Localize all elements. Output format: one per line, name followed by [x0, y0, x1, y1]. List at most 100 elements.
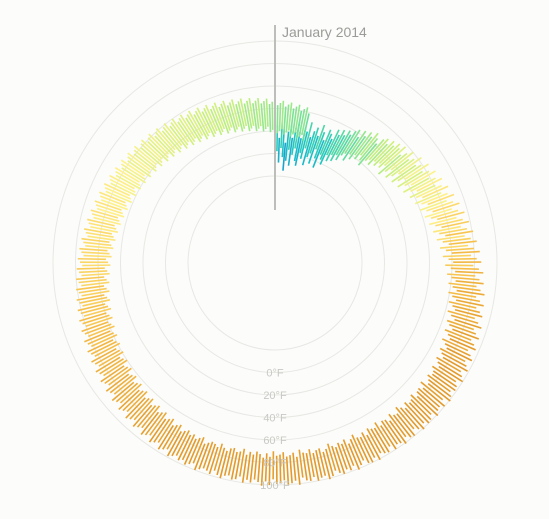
day-temperature-bar [427, 378, 452, 398]
day-temperature-bar [85, 316, 113, 328]
day-temperature-bar [444, 329, 472, 341]
day-temperature-bar [133, 153, 157, 172]
day-temperature-bar [451, 250, 480, 254]
day-temperature-bar [388, 413, 407, 438]
day-temperature-bar [431, 373, 456, 392]
day-temperature-bar [357, 143, 378, 166]
day-temperature-bar [79, 312, 107, 322]
day-temperature-bar [334, 446, 346, 475]
day-temperature-bar [90, 225, 119, 233]
day-temperature-bar [226, 105, 237, 133]
day-temperature-bar [201, 111, 216, 138]
day-temperature-bar [441, 338, 469, 352]
day-temperature-bar [227, 447, 236, 476]
day-temperature-bar [82, 314, 110, 325]
day-temperature-bar [99, 191, 126, 204]
day-temperature-bar [140, 139, 163, 160]
day-temperature-bar [216, 447, 226, 476]
day-temperature-bar [81, 251, 110, 255]
day-temperature-bar [185, 117, 202, 143]
day-temperature-bar [298, 449, 304, 478]
day-temperature-bar [194, 110, 210, 137]
day-temperature-bar [237, 101, 246, 129]
day-temperature-bar [220, 103, 231, 131]
day-temperature-bar [301, 136, 312, 166]
day-temperature-bar [335, 134, 352, 161]
day-temperature-bar [441, 352, 467, 368]
day-temperature-bar [192, 437, 205, 464]
day-temperature-bar [430, 209, 459, 219]
day-temperature-bar [104, 186, 132, 200]
day-temperature-bar [202, 441, 214, 469]
day-temperature-bar [257, 98, 262, 127]
day-temperature-bar [409, 184, 436, 199]
day-temperature-bar [213, 443, 224, 471]
day-temperature-bar [277, 137, 281, 163]
day-temperature-bar [103, 359, 128, 377]
day-temperature-bar [87, 235, 116, 241]
day-temperature-bar [312, 140, 325, 168]
day-temperature-bar [248, 97, 255, 127]
day-temperature-bar [307, 135, 319, 164]
day-temperature-bar [155, 131, 176, 154]
day-temperature-bar [419, 199, 447, 211]
day-temperature-bar [90, 334, 118, 348]
day-temperature-bar [358, 137, 379, 161]
day-temperature-bar [295, 456, 301, 485]
ring-label: 20°F [263, 390, 287, 402]
day-temperature-bar [305, 453, 312, 482]
day-temperature-bar [243, 103, 251, 132]
day-temperature-bar [342, 136, 360, 161]
day-temperature-bar [76, 276, 105, 281]
day-temperature-bar [373, 145, 395, 167]
day-temperature-bar [349, 130, 367, 155]
day-temperature-bar [170, 122, 189, 146]
day-temperature-bar [133, 149, 157, 169]
day-temperature-bar [441, 220, 470, 229]
day-temperature-bar [203, 107, 217, 135]
day-temperature-bar [399, 407, 420, 430]
day-temperature-bar [427, 374, 451, 393]
day-temperature-bar [126, 391, 148, 413]
day-temperature-bar [104, 366, 129, 385]
day-temperature-bar [109, 174, 135, 190]
day-temperature-bar [292, 452, 297, 481]
day-temperature-bar [397, 164, 422, 182]
day-temperature-bar [223, 448, 232, 476]
day-temperature-bar [404, 170, 430, 187]
day-temperature-bar [76, 285, 105, 291]
day-temperature-bar [94, 349, 121, 365]
day-temperature-bar [456, 289, 485, 296]
day-temperature-bar [90, 209, 119, 219]
day-temperature-bar [452, 305, 481, 314]
day-temperature-bar [171, 118, 190, 143]
day-temperature-bar [133, 398, 154, 421]
day-temperature-bar [318, 448, 327, 476]
day-temperature-bar [347, 443, 361, 470]
day-temperature-bar [198, 442, 210, 470]
day-temperature-bar [408, 402, 430, 424]
day-temperature-bar [147, 141, 169, 162]
ring-label: 0°F [266, 368, 284, 380]
day-temperature-bar [438, 365, 464, 383]
day-temperature-bar [140, 411, 160, 435]
day-temperature-bar [222, 100, 233, 128]
chart-title: January 2014 [282, 24, 367, 40]
day-temperature-bar [81, 281, 110, 287]
day-temperature-bar [361, 432, 376, 458]
day-temperature-bar [246, 451, 252, 480]
day-temperature-bar [144, 411, 164, 436]
day-temperature-bar [181, 434, 196, 461]
day-temperature-bar [445, 230, 474, 237]
day-temperature-bar [287, 137, 294, 166]
day-temperature-bar [127, 156, 151, 175]
day-temperature-bar [304, 122, 313, 149]
day-temperature-bar [282, 142, 287, 171]
day-temperature-bar [359, 132, 379, 156]
ring-labels: 0°F 20°F 40°F 60°F 80°F 100°F [260, 368, 290, 493]
day-temperature-bar [115, 174, 142, 190]
day-temperature-bar [177, 434, 192, 461]
day-temperature-bar [336, 442, 348, 470]
day-temperature-bar [330, 129, 346, 156]
day-temperature-bar [83, 228, 112, 235]
